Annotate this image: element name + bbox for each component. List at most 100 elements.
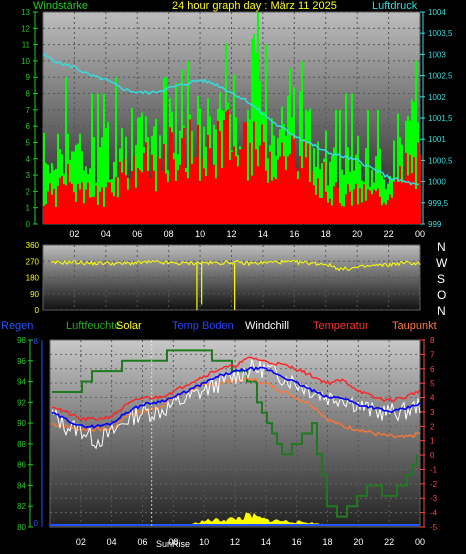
panel1-x-tick: 18 [321,229,331,239]
wind-average-bar [333,186,335,224]
wind-gust-bar [265,44,267,224]
wind-average-bar [299,156,301,224]
wind-y-tick: 2 [26,187,31,196]
wind-average-bar [369,190,371,224]
wind-gust-bar [107,121,109,224]
wind-gust-bar [79,133,81,224]
wind-average-bar [121,172,123,224]
wind-average-bar [63,183,65,224]
wind-average-bar [135,187,137,224]
wind-y-tick: 11 [22,41,31,50]
wind-average-bar [227,109,229,224]
graph-title: 24 hour graph day : März 11 2025 [172,0,337,12]
wind-average-bar [161,171,163,224]
wind-average-bar [269,151,271,224]
humidity-y-tick: 90 [17,419,26,428]
wind-average-bar [175,180,177,224]
wind-gust-bar [367,109,369,224]
temperature-y-tick: -1 [430,465,438,474]
legend-rain: Regen [1,320,34,332]
wind-average-bar [367,189,369,224]
wind-average-bar [173,159,175,224]
wind-average-bar [207,134,209,224]
wind-average-bar [389,194,391,224]
wind-gust-bar [331,155,333,224]
wind-average-bar [393,181,395,224]
wind-average-bar [375,191,377,224]
wind-gust-bar [333,147,335,224]
wind-y-tick: 9 [26,73,31,82]
wind-average-bar [199,180,201,224]
wind-average-bar [47,191,49,224]
wind-average-bar [205,176,207,224]
wind-average-bar [319,197,321,224]
wind-average-bar [215,178,217,224]
wind-average-bar [209,148,211,224]
wind-average-bar [107,182,109,224]
wind-average-bar [237,166,239,224]
wind-average-bar [153,170,155,224]
wind-average-bar [373,189,375,224]
wind-average-bar [193,157,195,224]
wind-average-bar [169,127,171,224]
wind-average-bar [413,157,415,224]
wind-average-bar [59,177,61,224]
wind-average-bar [261,124,263,224]
wind-y-tick: 5 [26,138,31,147]
wind-average-bar [405,152,407,224]
wind-average-bar [247,180,249,224]
wind-gust-bar [343,174,345,224]
wind-gust-bar [91,93,93,225]
wind-average-bar [361,202,363,224]
wind-average-bar [105,187,107,224]
pressure-axis-title: Luftdruck [372,0,418,12]
legend-soil-temp: Temp Boden [172,320,234,332]
wind-average-bar [125,175,127,224]
wind-gust-bar [377,109,379,224]
panel3-background [49,339,421,528]
wind-average-bar [159,158,161,224]
pressure-y-tick: 1003 [428,50,446,59]
wind-average-bar [131,171,133,224]
panel3-x-tick: 18 [322,537,332,547]
wind-y-tick: 4 [26,155,31,164]
temp-boden-line [51,366,421,429]
wind-average-bar [165,173,167,224]
wind-average-bar [245,122,247,224]
wind-gust-bar [115,77,117,224]
pressure-line [42,53,420,186]
wind-average-bar [181,138,183,224]
panel3-x-tick: 10 [199,537,209,547]
wind-average-bar [399,165,401,224]
panel3-x-tick: 02 [76,537,86,547]
wind-average-bar [347,184,349,224]
wind-average-bar [103,206,105,224]
wind-average-bar [257,166,259,224]
wind-average-bar [177,170,179,224]
compass-s: S [437,272,446,286]
wind-average-bar [119,162,121,224]
wind-gust-bar [93,137,95,224]
panel1-x-tick: 16 [289,229,299,239]
sunrise-label: SunRise [156,539,191,549]
wind-average-bar [55,206,57,224]
wind-average-bar [179,164,181,224]
wind-gust-bar [73,151,75,224]
direction-y-tick: 90 [30,290,39,299]
wind-average-bar [275,179,277,224]
wind-average-bar [249,142,251,224]
wind-average-bar [97,204,99,224]
wind-average-bar [167,181,169,224]
wind-gust-bar [339,109,341,224]
wind-gust-bar [301,60,303,224]
wind-gust-bar [221,109,223,224]
wind-average-bar [51,194,53,224]
wind-average-bar [45,204,47,224]
wind-average-bar [101,187,103,224]
wind-average-bar [81,182,83,224]
wind-average-bar [291,135,293,224]
wind-average-bar [379,196,381,224]
humidity-y-tick: 96 [17,357,26,366]
wind-average-bar [65,185,67,224]
wind-average-bar [273,177,275,224]
